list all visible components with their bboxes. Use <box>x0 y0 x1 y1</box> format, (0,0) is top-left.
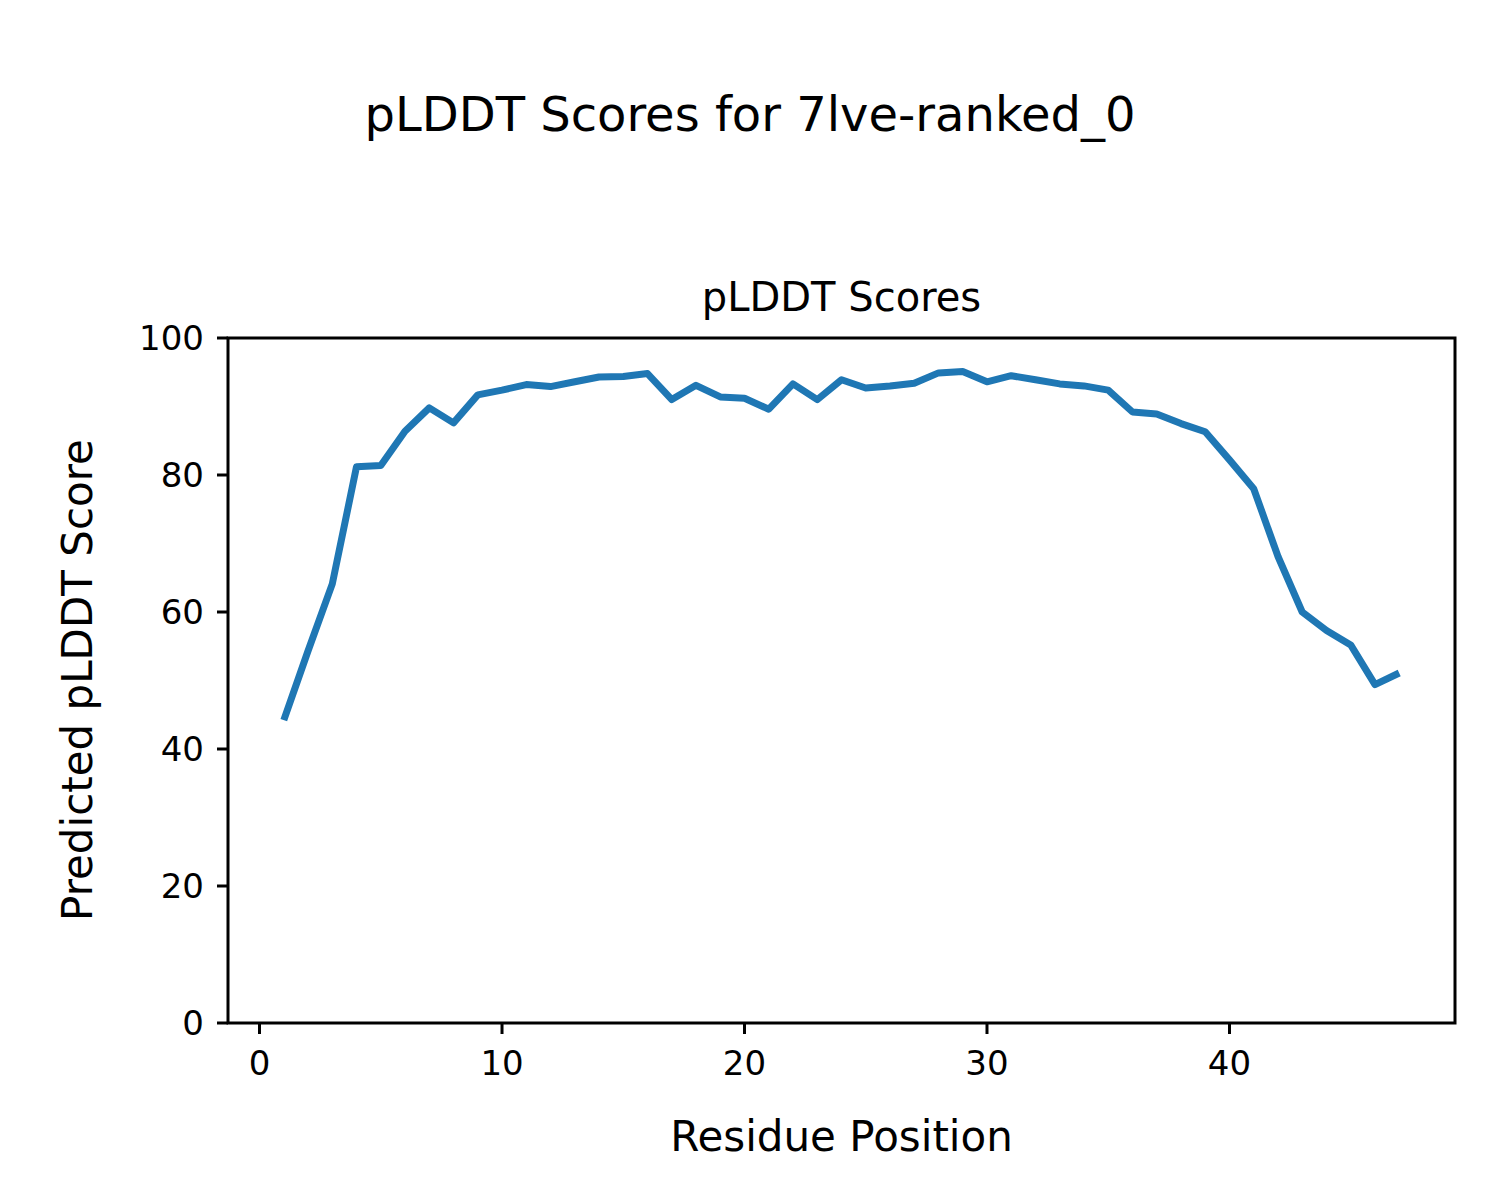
y-tick-label: 100 <box>139 318 204 358</box>
x-tick-label: 30 <box>965 1043 1008 1083</box>
y-tick-label: 0 <box>182 1003 204 1043</box>
y-axis-label: Predicted pLDDT Score <box>53 439 102 921</box>
x-tick-label: 10 <box>480 1043 523 1083</box>
x-tick-label: 40 <box>1208 1043 1251 1083</box>
x-tick-label: 0 <box>249 1043 271 1083</box>
x-tick-label: 20 <box>723 1043 766 1083</box>
figure: pLDDT Scores for 7lve-ranked_0 pLDDT Sco… <box>0 0 1500 1200</box>
x-axis-label: Residue Position <box>228 1112 1455 1161</box>
y-tick-label: 40 <box>161 729 204 769</box>
plot-area: 0 10 20 30 40 0 20 40 60 80 100 <box>0 0 1500 1200</box>
y-tick-label: 20 <box>161 866 204 906</box>
y-tick-label: 60 <box>161 592 204 632</box>
plddt-line <box>284 372 1399 721</box>
axes-spines <box>228 338 1455 1023</box>
y-tick-label: 80 <box>161 455 204 495</box>
